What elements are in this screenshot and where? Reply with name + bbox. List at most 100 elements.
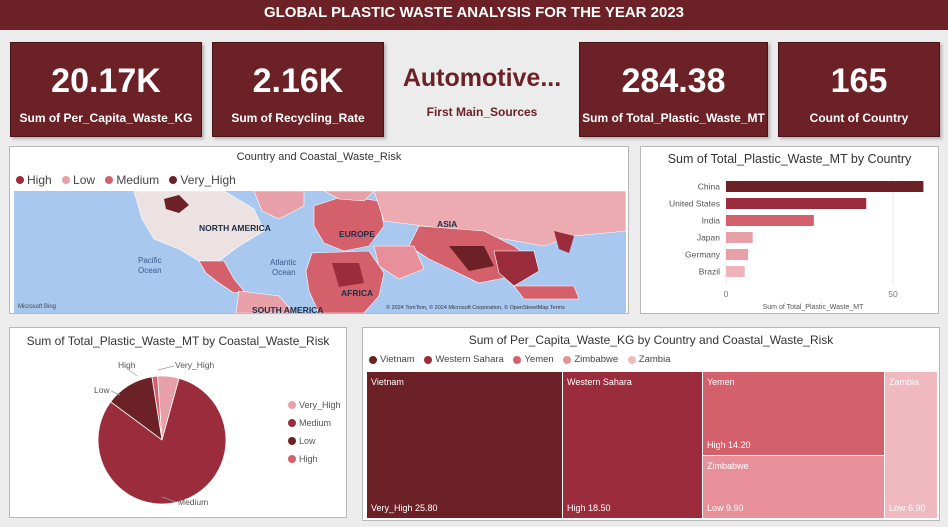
category-label: Brazil <box>699 267 720 277</box>
legend-label: Very_High <box>299 400 341 410</box>
legend-label: Low <box>299 436 316 446</box>
category-label: Japan <box>697 233 720 243</box>
kpi-value: Automotive... <box>402 64 562 92</box>
legend-label: High <box>27 173 52 187</box>
leader-line <box>157 365 175 371</box>
treemap-tile-vietnam[interactable]: Vietnam Very_High 25.80 <box>367 372 562 518</box>
legend-dot <box>563 355 572 364</box>
bar-brazil[interactable] <box>726 266 745 277</box>
legend-item-vietnam[interactable]: Vietnam <box>369 354 415 365</box>
land-asia-very-high <box>449 246 494 271</box>
legend-dot <box>16 176 24 184</box>
pie-legend-item-very-high[interactable]: Very_High <box>288 400 341 410</box>
map-label-pacific: Pacific <box>138 256 162 265</box>
legend-dot <box>288 419 296 427</box>
legend-label: Very_High <box>180 173 236 187</box>
pie-legend-item-high[interactable]: High <box>288 454 341 464</box>
map-label-asia: ASIA <box>437 219 457 229</box>
kpi-card-main-sources[interactable]: Automotive... First Main_Sources <box>392 42 572 137</box>
treemap-tile-zimbabwe[interactable]: Zimbabwe Low 9.90 <box>702 455 884 518</box>
legend-item-low[interactable]: Low <box>62 173 95 187</box>
leader-line <box>161 496 177 503</box>
map-label-africa: AFRICA <box>341 288 373 298</box>
map-label-europe: EUROPE <box>339 229 375 239</box>
legend-label: Vietnam <box>380 354 415 365</box>
map-legend: High Low Medium Very_High <box>16 173 243 187</box>
pie-legend: Very_High Medium Low High <box>288 400 341 464</box>
map-title: Country and Coastal_Waste_Risk <box>236 151 402 163</box>
bar-germany[interactable] <box>726 249 749 260</box>
kpi-card-total-plastic-waste[interactable]: 284.38 Sum of Total_Plastic_Waste_MT <box>579 42 768 137</box>
land-russia <box>373 191 626 247</box>
bar-china[interactable] <box>726 181 924 192</box>
land-indonesia <box>513 285 580 300</box>
treemap-tile-western-sahara[interactable]: Western Sahara High 18.50 <box>562 372 702 518</box>
legend-item-western-sahara[interactable]: Western Sahara <box>424 354 504 365</box>
tile-value: High 18.50 <box>567 503 611 513</box>
treemap-panel[interactable]: Sum of Per_Capita_Waste_KG by Country an… <box>362 327 940 521</box>
land-south-america <box>235 290 295 313</box>
map-panel[interactable]: Country and Coastal_Waste_Risk High Low … <box>9 146 629 314</box>
legend-label: Zambia <box>638 354 671 365</box>
kpi-value: 165 <box>830 62 888 100</box>
pie-slice-medium[interactable] <box>97 377 227 505</box>
legend-item-yemen[interactable]: Yemen <box>513 354 554 365</box>
treemap-title: Sum of Per_Capita_Waste_KG by Country an… <box>468 333 834 347</box>
tile-name: Zambia <box>889 377 920 387</box>
land-middle-east <box>373 245 425 280</box>
category-label: China <box>698 182 720 192</box>
legend-dot <box>369 355 377 364</box>
legend-dot <box>627 355 636 364</box>
bar-chart-svg[interactable]: 0 50 Sum of Total_Plastic_Waste_MT China… <box>641 173 940 313</box>
world-map[interactable]: NORTH AMERICA EUROPE ASIA AFRICA SOUTH A… <box>14 191 626 313</box>
pie-chart-title: Sum of Total_Plastic_Waste_MT by Coastal… <box>26 334 330 348</box>
kpi-card-country-count[interactable]: 165 Count of Country <box>778 42 940 137</box>
dashboard-title-bar: GLOBAL PLASTIC WASTE ANALYSIS FOR THE YE… <box>0 0 948 30</box>
kpi-card-recycling-rate[interactable]: 2.16K Sum of Recycling_Rate <box>212 42 384 137</box>
treemap-tile-yemen[interactable]: Yemen High 14.20 <box>702 372 884 455</box>
tile-value: High 14.20 <box>707 440 751 450</box>
leader-line <box>110 390 121 396</box>
bar-chart-panel[interactable]: Sum of Total_Plastic_Waste_MT by Country… <box>640 146 939 314</box>
kpi-card-per-capita-waste[interactable]: 20.17K Sum of Per_Capita_Waste_KG <box>10 42 202 137</box>
legend-dot <box>62 176 71 184</box>
category-label: United States <box>669 199 720 209</box>
pie-legend-item-medium[interactable]: Medium <box>288 418 341 428</box>
tile-name: Vietnam <box>371 377 404 387</box>
pie-chart-svg[interactable]: High Very_High Low Medium <box>10 348 340 518</box>
legend-item-zimbabwe[interactable]: Zimbabwe <box>563 354 618 365</box>
pie-legend-item-low[interactable]: Low <box>288 436 341 446</box>
legend-item-medium[interactable]: Medium <box>105 173 159 187</box>
bar-united-states[interactable] <box>726 198 867 209</box>
kpi-value: 284.38 <box>621 62 726 100</box>
pie-chart-panel[interactable]: Sum of Total_Plastic_Waste_MT by Coastal… <box>9 327 347 518</box>
legend-item-high[interactable]: High <box>16 173 52 187</box>
tile-value: Very_High 25.80 <box>371 503 438 513</box>
treemap-legend: Vietnam Western Sahara Yemen Zimbabwe Za… <box>369 354 677 367</box>
land-greenland <box>253 191 305 220</box>
legend-item-very-high[interactable]: Very_High <box>169 173 236 187</box>
treemap-tile-zambia[interactable]: Zambia Low 6.90 <box>884 372 937 518</box>
legend-label: Western Sahara <box>435 354 504 365</box>
legend-dot <box>288 401 296 409</box>
legend-dot <box>288 455 296 463</box>
bar-india[interactable] <box>726 215 814 226</box>
x-axis-title: Sum of Total_Plastic_Waste_MT <box>763 304 864 311</box>
land-canada-high <box>164 195 189 213</box>
tile-name: Western Sahara <box>567 377 632 387</box>
map-label-pacific-ocean: Ocean <box>138 266 162 275</box>
tile-value: Low 9.90 <box>707 503 744 513</box>
category-label: India <box>702 216 721 226</box>
dashboard-title: GLOBAL PLASTIC WASTE ANALYSIS FOR THE YE… <box>263 4 685 21</box>
kpi-label: Sum of Recycling_Rate <box>231 111 365 125</box>
legend-label: Medium <box>299 418 332 428</box>
map-label-atlantic-ocean: Ocean <box>272 268 296 277</box>
tick-label: 50 <box>888 289 898 299</box>
legend-item-zambia[interactable]: Zambia <box>627 354 671 365</box>
map-copyright[interactable]: © 2024 TomTom, © 2024 Microsoft Corporat… <box>386 304 565 311</box>
land-scandinavia <box>323 191 375 202</box>
kpi-value: 20.17K <box>51 62 161 100</box>
tile-name: Zimbabwe <box>707 461 749 471</box>
bar-japan[interactable] <box>726 232 753 243</box>
legend-dot <box>288 437 296 445</box>
